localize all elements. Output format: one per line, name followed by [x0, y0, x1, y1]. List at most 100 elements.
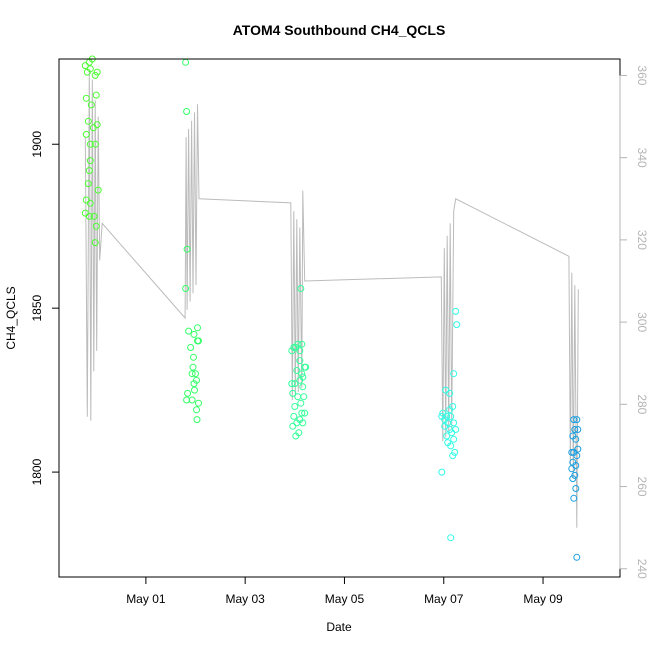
data-point — [299, 383, 307, 391]
x-tick-label: May 01 — [126, 592, 166, 606]
data-point — [294, 340, 302, 348]
data-point — [443, 432, 451, 440]
data-point — [298, 340, 306, 348]
data-point — [298, 370, 306, 378]
data-point — [452, 426, 460, 433]
data-point — [438, 468, 446, 476]
series-flight-1 — [81, 55, 102, 247]
data-point — [438, 412, 446, 420]
data-point — [91, 239, 99, 247]
data-point — [193, 416, 201, 424]
data-point — [82, 130, 90, 138]
data-point — [569, 475, 577, 483]
data-point — [449, 403, 457, 410]
y2-axis-altitude: 240 260 280 300 320 340 360 — [619, 65, 649, 579]
data-point — [572, 435, 580, 443]
data-point — [441, 422, 449, 430]
data-point — [296, 347, 304, 355]
x-tick-label: May 09 — [523, 592, 563, 606]
data-point — [292, 432, 300, 440]
data-point — [297, 285, 305, 292]
data-point — [91, 140, 99, 148]
data-point — [288, 380, 296, 388]
data-point — [183, 396, 191, 404]
data-point — [300, 393, 308, 401]
data-point — [573, 452, 581, 460]
data-point — [86, 157, 94, 165]
x-axis: May 01 May 03 May 05 May 07 May 09 — [126, 576, 563, 606]
series-flight-4 — [438, 307, 461, 542]
x-tick-label: May 05 — [325, 592, 365, 606]
plot-frame — [58, 58, 621, 578]
data-point — [187, 344, 195, 351]
y-axis-label: CH4_QCLS — [4, 286, 18, 349]
data-point — [299, 419, 307, 427]
data-point — [188, 370, 196, 378]
data-point — [93, 68, 101, 76]
data-point — [294, 393, 302, 401]
data-point — [453, 321, 461, 329]
y2-tick-label: 320 — [635, 230, 649, 250]
data-point — [298, 409, 306, 417]
data-point — [447, 534, 455, 542]
data-point — [291, 380, 299, 388]
data-point — [289, 422, 297, 430]
series-flight-3 — [288, 285, 310, 440]
y-axis: 1800 1850 1900 — [30, 131, 60, 485]
y2-tick-label: 260 — [635, 477, 649, 497]
data-point — [85, 212, 93, 220]
data-point — [195, 337, 202, 345]
data-point — [193, 376, 200, 384]
data-point — [296, 357, 304, 365]
data-point — [193, 406, 200, 414]
data-point — [183, 108, 191, 115]
data-point — [191, 386, 198, 394]
y2-tick-label: 300 — [635, 312, 649, 332]
data-point — [301, 409, 309, 417]
data-point — [190, 330, 198, 338]
data-point — [568, 448, 576, 456]
data-point — [195, 399, 202, 407]
data-point — [90, 212, 98, 220]
altitude-line — [84, 71, 579, 528]
data-point — [85, 167, 93, 174]
data-point — [452, 307, 460, 315]
x-tick-label: May 03 — [225, 592, 265, 606]
data-point — [293, 367, 301, 374]
data-point — [86, 140, 94, 148]
series-flight-2 — [182, 58, 202, 424]
data-point — [443, 412, 451, 420]
series-flight-5 — [568, 416, 582, 561]
data-point — [574, 426, 582, 433]
data-point — [572, 485, 580, 492]
data-point — [92, 222, 100, 230]
y2-tick-label: 240 — [635, 559, 649, 579]
data-point — [447, 442, 455, 450]
data-point — [185, 327, 193, 335]
y-tick-label: 1850 — [30, 294, 44, 321]
data-point — [442, 386, 450, 394]
data-point — [450, 419, 458, 427]
data-point — [84, 117, 92, 125]
x-axis-label: Date — [326, 620, 352, 634]
data-point — [448, 429, 456, 437]
data-point — [449, 452, 457, 460]
data-point — [296, 376, 304, 384]
chart-title: ATOM4 Southbound CH4_QCLS — [233, 22, 446, 38]
altitude-layer — [84, 71, 579, 528]
data-point — [568, 465, 576, 473]
data-point — [450, 370, 458, 378]
data-point — [190, 353, 197, 361]
data-point — [194, 324, 201, 332]
data-point — [571, 426, 579, 433]
data-point — [573, 553, 581, 561]
data-point — [450, 435, 458, 443]
data-point — [189, 363, 197, 371]
data-point — [291, 403, 299, 410]
data-point — [289, 389, 297, 397]
data-point — [447, 412, 455, 420]
data-point — [86, 65, 94, 73]
data-point — [290, 412, 298, 420]
data-point — [570, 416, 578, 424]
y-tick-label: 1800 — [30, 458, 44, 485]
